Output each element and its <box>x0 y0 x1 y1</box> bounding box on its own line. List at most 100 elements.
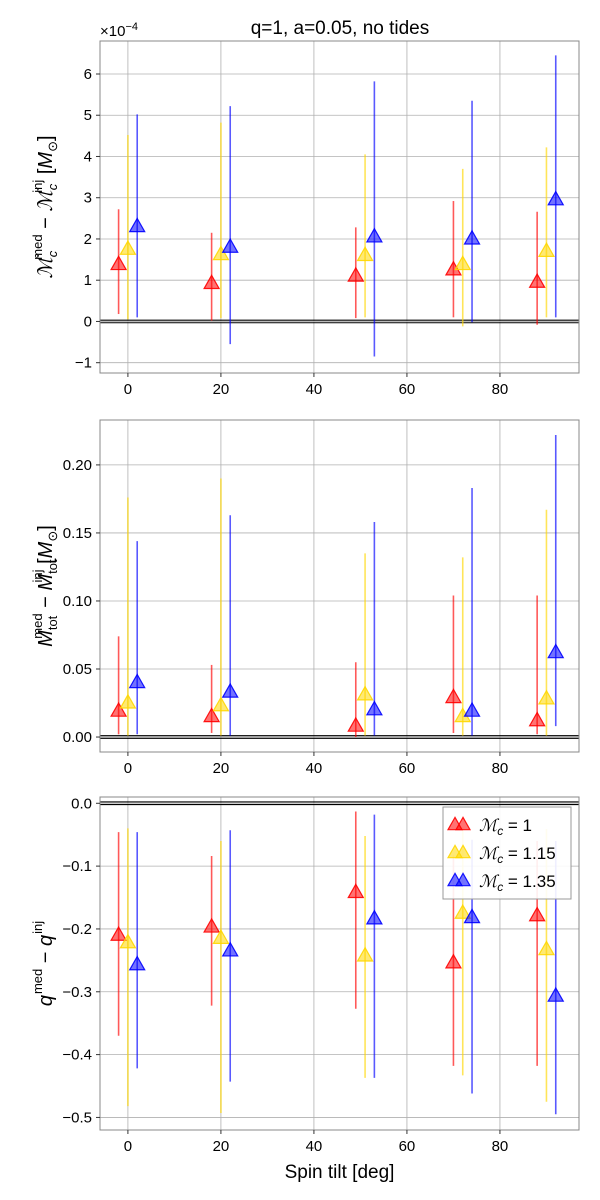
series-0 <box>110 595 546 738</box>
y-tick-label: 0.15 <box>63 525 92 542</box>
x-tick-label: 60 <box>399 1138 416 1155</box>
x-tick-label: 0 <box>124 381 132 398</box>
data-point <box>528 711 546 727</box>
data-point <box>528 272 546 288</box>
data-point <box>347 266 365 282</box>
data-point <box>203 274 221 290</box>
series-2 <box>128 434 565 736</box>
x-tick-label: 40 <box>306 1138 323 1155</box>
x-tick-label: 40 <box>306 381 323 398</box>
y-tick-label: 0.20 <box>63 457 92 474</box>
data-point <box>365 700 383 716</box>
y-tick-label: −0.1 <box>62 858 92 875</box>
plot-frame <box>99 796 580 1131</box>
y-tick-label: 6 <box>84 66 92 83</box>
panel-chirp-mass: 0 20 40 60 80 −1 0 1 2 3 4 5 6 ×10−4 ℳcmed − ℳcinj [M⊙… <box>30 21 580 398</box>
x-tick-label: 0 <box>124 760 132 777</box>
y-tick-label: −1 <box>75 355 92 372</box>
data-point <box>221 682 239 698</box>
data-point <box>128 217 146 233</box>
data-point <box>110 925 128 941</box>
data-point <box>221 941 239 957</box>
data-point <box>537 940 555 956</box>
y-axis-label: ℳcmed − ℳcinj [M⊙] <box>30 135 60 278</box>
data-point <box>528 906 546 922</box>
x-tick-label: 80 <box>492 1138 509 1155</box>
data-point <box>221 237 239 253</box>
y-tick-label: 2 <box>84 231 92 248</box>
legend-marker <box>454 816 472 831</box>
y-tick-label: −0.5 <box>62 1109 92 1126</box>
data-point <box>547 986 565 1002</box>
panel-total-mass: 0 20 40 60 80 0.00 0.05 0.10 0.15 0.20 Mtotmed − M… <box>30 419 580 777</box>
panels: 0 20 40 60 80 −1 0 1 2 3 4 5 6 ×10−4 ℳcmed − ℳcinj [M⊙… <box>30 21 580 1183</box>
data-point <box>537 689 555 705</box>
data-point <box>212 245 230 261</box>
series-1 <box>119 122 555 327</box>
data-point <box>547 643 565 659</box>
data-point <box>203 707 221 723</box>
data-point <box>356 685 374 701</box>
data-point <box>365 909 383 925</box>
data-point <box>463 908 481 924</box>
y-tick-label: 0.05 <box>63 661 92 678</box>
figure-title: q=1, a=0.05, no tides <box>251 18 430 39</box>
series-2 <box>128 55 565 357</box>
data-point <box>110 701 128 717</box>
y-tick-label: 0 <box>84 313 92 330</box>
data-point <box>128 955 146 971</box>
y-tick-label: 1 <box>84 272 92 289</box>
data-point <box>119 239 137 255</box>
y-axis-label: Mtotmed − Mtotinj [M⊙] <box>30 525 60 647</box>
x-tick-label: 20 <box>213 760 230 777</box>
panel-mass-ratio: 0 20 40 60 80 0.0 −0.1 −0.2 −0.3 −0.4 −0.5 qmed − q… <box>30 795 580 1183</box>
x-tick-label: 20 <box>213 1138 230 1155</box>
legend-marker <box>454 872 472 887</box>
x-tick-label: 60 <box>399 760 416 777</box>
legend-marker <box>454 844 472 859</box>
data-point <box>454 255 472 271</box>
legend-label: ℳc = 1 <box>479 816 532 838</box>
data-point <box>110 255 128 271</box>
data-point <box>119 693 137 709</box>
data-point <box>547 190 565 206</box>
y-tick-label: −0.2 <box>62 921 92 938</box>
x-axis-label: Spin tilt [deg] <box>285 1162 395 1183</box>
data-point <box>212 696 230 712</box>
data-point <box>347 883 365 899</box>
plot-frame <box>99 40 580 374</box>
data-point <box>212 928 230 944</box>
data-point <box>356 246 374 262</box>
y-tick-label: −0.3 <box>62 984 92 1001</box>
y-tick-label: 0.10 <box>63 593 92 610</box>
x-tick-label: 60 <box>399 381 416 398</box>
y-exponent-label: ×10−4 <box>100 21 138 40</box>
x-tick-label: 80 <box>492 760 509 777</box>
y-axis-label: qmed − qinj <box>30 921 57 1006</box>
data-point <box>444 953 462 969</box>
plot-frame <box>99 419 580 753</box>
y-tick-label: 0.0 <box>71 795 92 812</box>
data-point <box>365 227 383 243</box>
data-point <box>537 241 555 257</box>
data-point <box>454 903 472 919</box>
x-tick-label: 80 <box>492 381 509 398</box>
data-point <box>203 917 221 933</box>
x-tick-label: 0 <box>124 1138 132 1155</box>
series-0 <box>110 201 546 325</box>
data-point <box>463 229 481 245</box>
y-tick-label: 4 <box>84 148 92 165</box>
data-point <box>444 688 462 704</box>
y-tick-label: 3 <box>84 190 92 207</box>
x-tick-label: 20 <box>213 381 230 398</box>
data-point <box>463 701 481 717</box>
legend-label: ℳc = 1.35 <box>479 872 556 894</box>
y-tick-label: 5 <box>84 107 92 124</box>
data-point <box>347 716 365 732</box>
series-1 <box>119 478 555 736</box>
data-point <box>128 673 146 689</box>
data-point <box>119 933 137 949</box>
x-tick-label: 40 <box>306 760 323 777</box>
y-tick-label: 0.00 <box>63 729 92 746</box>
